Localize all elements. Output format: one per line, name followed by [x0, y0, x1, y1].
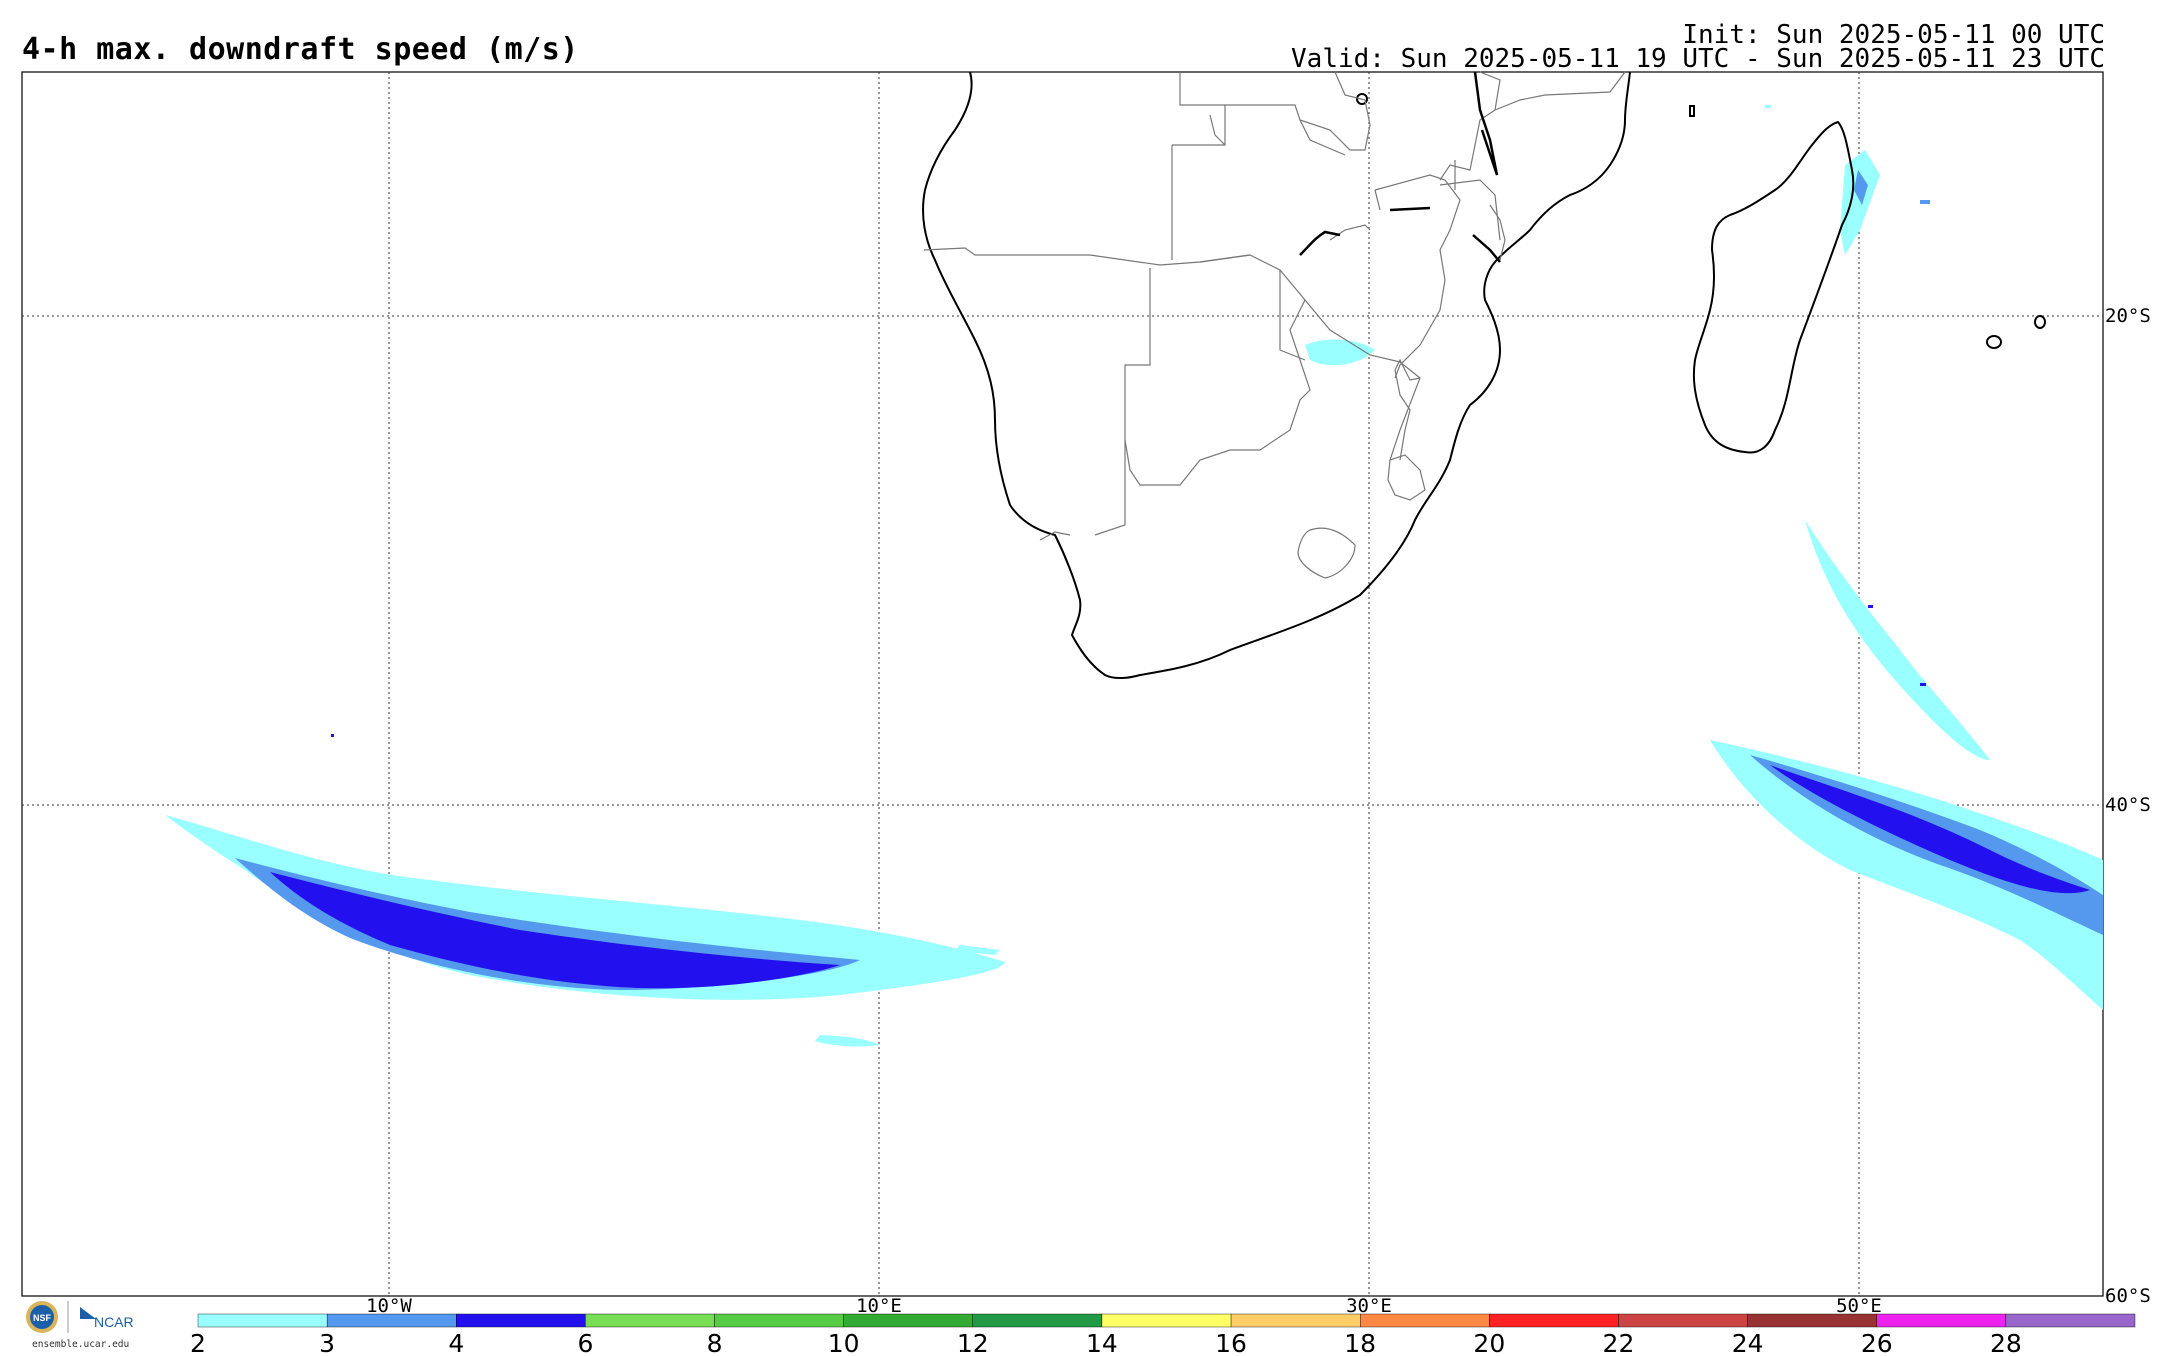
- colorbar-tick-label: 4: [448, 1329, 464, 1354]
- graticule: [22, 72, 2103, 1296]
- colorbar-swatch: [1359, 1313, 1490, 1328]
- colorbar-tick-label: 18: [1344, 1329, 1376, 1354]
- map-title: 4-h max. downdraft speed (m/s): [22, 32, 579, 67]
- ncar-logo: NCAR: [80, 1307, 134, 1330]
- svg-text:NSF: NSF: [33, 1313, 52, 1323]
- lon-label-30e: 30°E: [1346, 1295, 1392, 1317]
- colorbar-swatch: [1618, 1313, 1748, 1328]
- colorbar-tick-label: 14: [1086, 1329, 1118, 1354]
- colorbar-swatch: [456, 1313, 586, 1328]
- colorbar-swatch: [714, 1313, 844, 1328]
- init-time: Init: Sun 2025-05-11 00 UTC: [1682, 20, 2105, 50]
- downdraft-swath-indian: [1305, 105, 2103, 1010]
- colorbar-swatch: [1101, 1313, 1232, 1328]
- colorbar-tick-label: 22: [1603, 1329, 1635, 1354]
- colorbar-tick-label: 6: [577, 1329, 593, 1354]
- lon-label-10w: 10°W: [366, 1295, 412, 1317]
- colorbar-tick-label: 12: [957, 1329, 989, 1354]
- lat-label-20s: 20°S: [2105, 305, 2151, 327]
- colorbar-tick-label: 2: [190, 1329, 206, 1354]
- colorbar-tick-label: 20: [1473, 1329, 1505, 1354]
- colorbar-tick-label: 8: [707, 1329, 723, 1354]
- colorbar-swatch: [843, 1313, 974, 1328]
- colorbar-tick-label: 16: [1215, 1329, 1247, 1354]
- colorbar-swatch: [585, 1313, 715, 1328]
- lon-label-10e: 10°E: [856, 1295, 902, 1317]
- colorbar-swatch: [972, 1313, 1103, 1328]
- colorbar-tick-label: 3: [319, 1329, 335, 1354]
- country-borders: [923, 71, 1626, 579]
- colorbar-swatch: [2005, 1313, 2136, 1328]
- colorbar-tick-label: 28: [1990, 1329, 2022, 1354]
- site-url: ensemble.ucar.edu: [32, 1339, 129, 1350]
- colorbar-tick-label: 24: [1732, 1329, 1764, 1354]
- colorbar: 2 3 4 6 8 10 12 14 16 18 20 22 24 26 28: [190, 1313, 2136, 1354]
- colorbar-tick-label: 26: [1861, 1329, 1893, 1354]
- map-frame: [21, 71, 2104, 1297]
- colorbar-swatch: [326, 1313, 457, 1328]
- colorbar-swatch: [1747, 1313, 1877, 1328]
- logo-block: NSF NCAR ensemble.ucar.edu: [22, 1297, 162, 1352]
- colorbar-tick-label: 10: [828, 1329, 860, 1354]
- colorbar-swatch: [1876, 1313, 2007, 1328]
- lat-label-60s: 60°S: [2105, 1285, 2151, 1307]
- colorbar-swatch: [1489, 1313, 1619, 1328]
- coastlines: [922, 71, 2046, 679]
- lakes: [1299, 71, 1501, 263]
- valid-time: Valid: Sun 2025-05-11 19 UTC - Sun 2025-…: [1291, 44, 2105, 74]
- colorbar-swatch: [197, 1313, 328, 1328]
- svg-text:NCAR: NCAR: [94, 1314, 134, 1330]
- downdraft-swath-atlantic: [165, 734, 1005, 1047]
- axis-labels: 20°S 40°S 60°S 10°W 10°E 30°E 50°E: [366, 305, 2151, 1317]
- colorbar-swatch: [1230, 1313, 1361, 1328]
- lat-label-40s: 40°S: [2105, 794, 2151, 816]
- lon-label-50e: 50°E: [1836, 1295, 1882, 1317]
- nsf-logo: NSF: [26, 1301, 58, 1333]
